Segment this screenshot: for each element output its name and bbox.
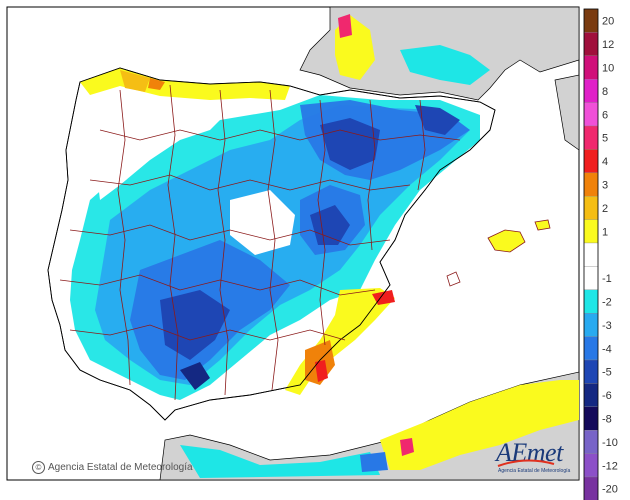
credit-line: © Agencia Estatal de Meteorología [32,461,193,474]
legend-swatch [583,102,599,127]
legend-swatch [583,359,599,384]
anomaly-warm-north-spot [148,78,165,90]
legend-swatch [583,242,599,267]
legend-label: -4 [602,343,612,355]
aemet-logo: AEmet Agencia Estatal de Meteorología [496,438,576,474]
legend-label: 3 [602,180,608,192]
legend-label: -8 [602,414,612,426]
legend-label: -10 [602,437,618,449]
legend-label: 6 [602,109,608,121]
legend-label: 8 [602,86,608,98]
anomaly-cold-africa [180,445,380,478]
legend-label: -5 [602,367,612,379]
anomaly-warm-france-peak [338,14,352,38]
sardinia-land [554,74,580,151]
legend-swatch [583,313,599,337]
anomaly-warm-southeast-core [315,360,328,382]
balearic-mallorca [487,229,526,253]
legend-swatch [583,289,599,314]
anomaly-cold-africa-deep [360,452,388,472]
legend-swatch [583,266,599,290]
legend-swatch [583,55,599,80]
legend-label: -6 [602,390,612,402]
legend-frame [583,8,599,500]
anomaly-cold-deepest [180,362,210,390]
neutral-northwest [95,100,230,200]
iberia-coastline [47,67,496,421]
legend-swatch [583,149,599,173]
legend-label: 4 [602,156,608,168]
legend-swatch [583,476,599,500]
legend-swatch [583,196,599,220]
legend-label: -2 [602,297,612,309]
legend-label: 2 [602,203,608,215]
credit-text: Agencia Estatal de Meteorología [48,462,193,473]
legend-label: 20 [602,16,614,28]
legend-swatch [583,336,599,361]
legend-label: 12 [602,39,614,51]
anomaly-warm-africa [380,380,579,470]
anomaly-cold-deep-ne2 [415,105,460,135]
logo-swoosh-icon [497,459,555,467]
legend-label: 10 [602,63,614,75]
legend-swatch [583,406,599,431]
copyright-icon: © [32,461,45,474]
legend-label: 5 [602,133,608,145]
legend-label: -1 [602,273,612,285]
legend-label: -3 [602,320,612,332]
legend-swatch [583,383,599,407]
anomaly-cold-france [400,45,490,85]
legend-label: 1 [602,226,608,238]
balearic-menorca [534,219,551,231]
legend-swatch [583,79,599,103]
legend-swatch [583,125,599,150]
anomaly-warm-africa-peak [400,438,414,456]
logo-tagline: Agencia Estatal de Meteorología [498,468,571,474]
legend-swatch [583,453,599,478]
legend-label: -20 [602,484,618,496]
province-boundaries [59,84,461,401]
legend-swatch [583,8,599,33]
legend-swatch [583,172,599,197]
neutral-center [230,190,295,255]
legend-swatch [583,219,599,244]
anomaly-warm-north-coast-2 [120,70,150,92]
balearic-ibiza [446,271,461,287]
legend-swatch [583,430,599,454]
legend-swatch [583,32,599,56]
legend-label: -12 [602,460,618,472]
